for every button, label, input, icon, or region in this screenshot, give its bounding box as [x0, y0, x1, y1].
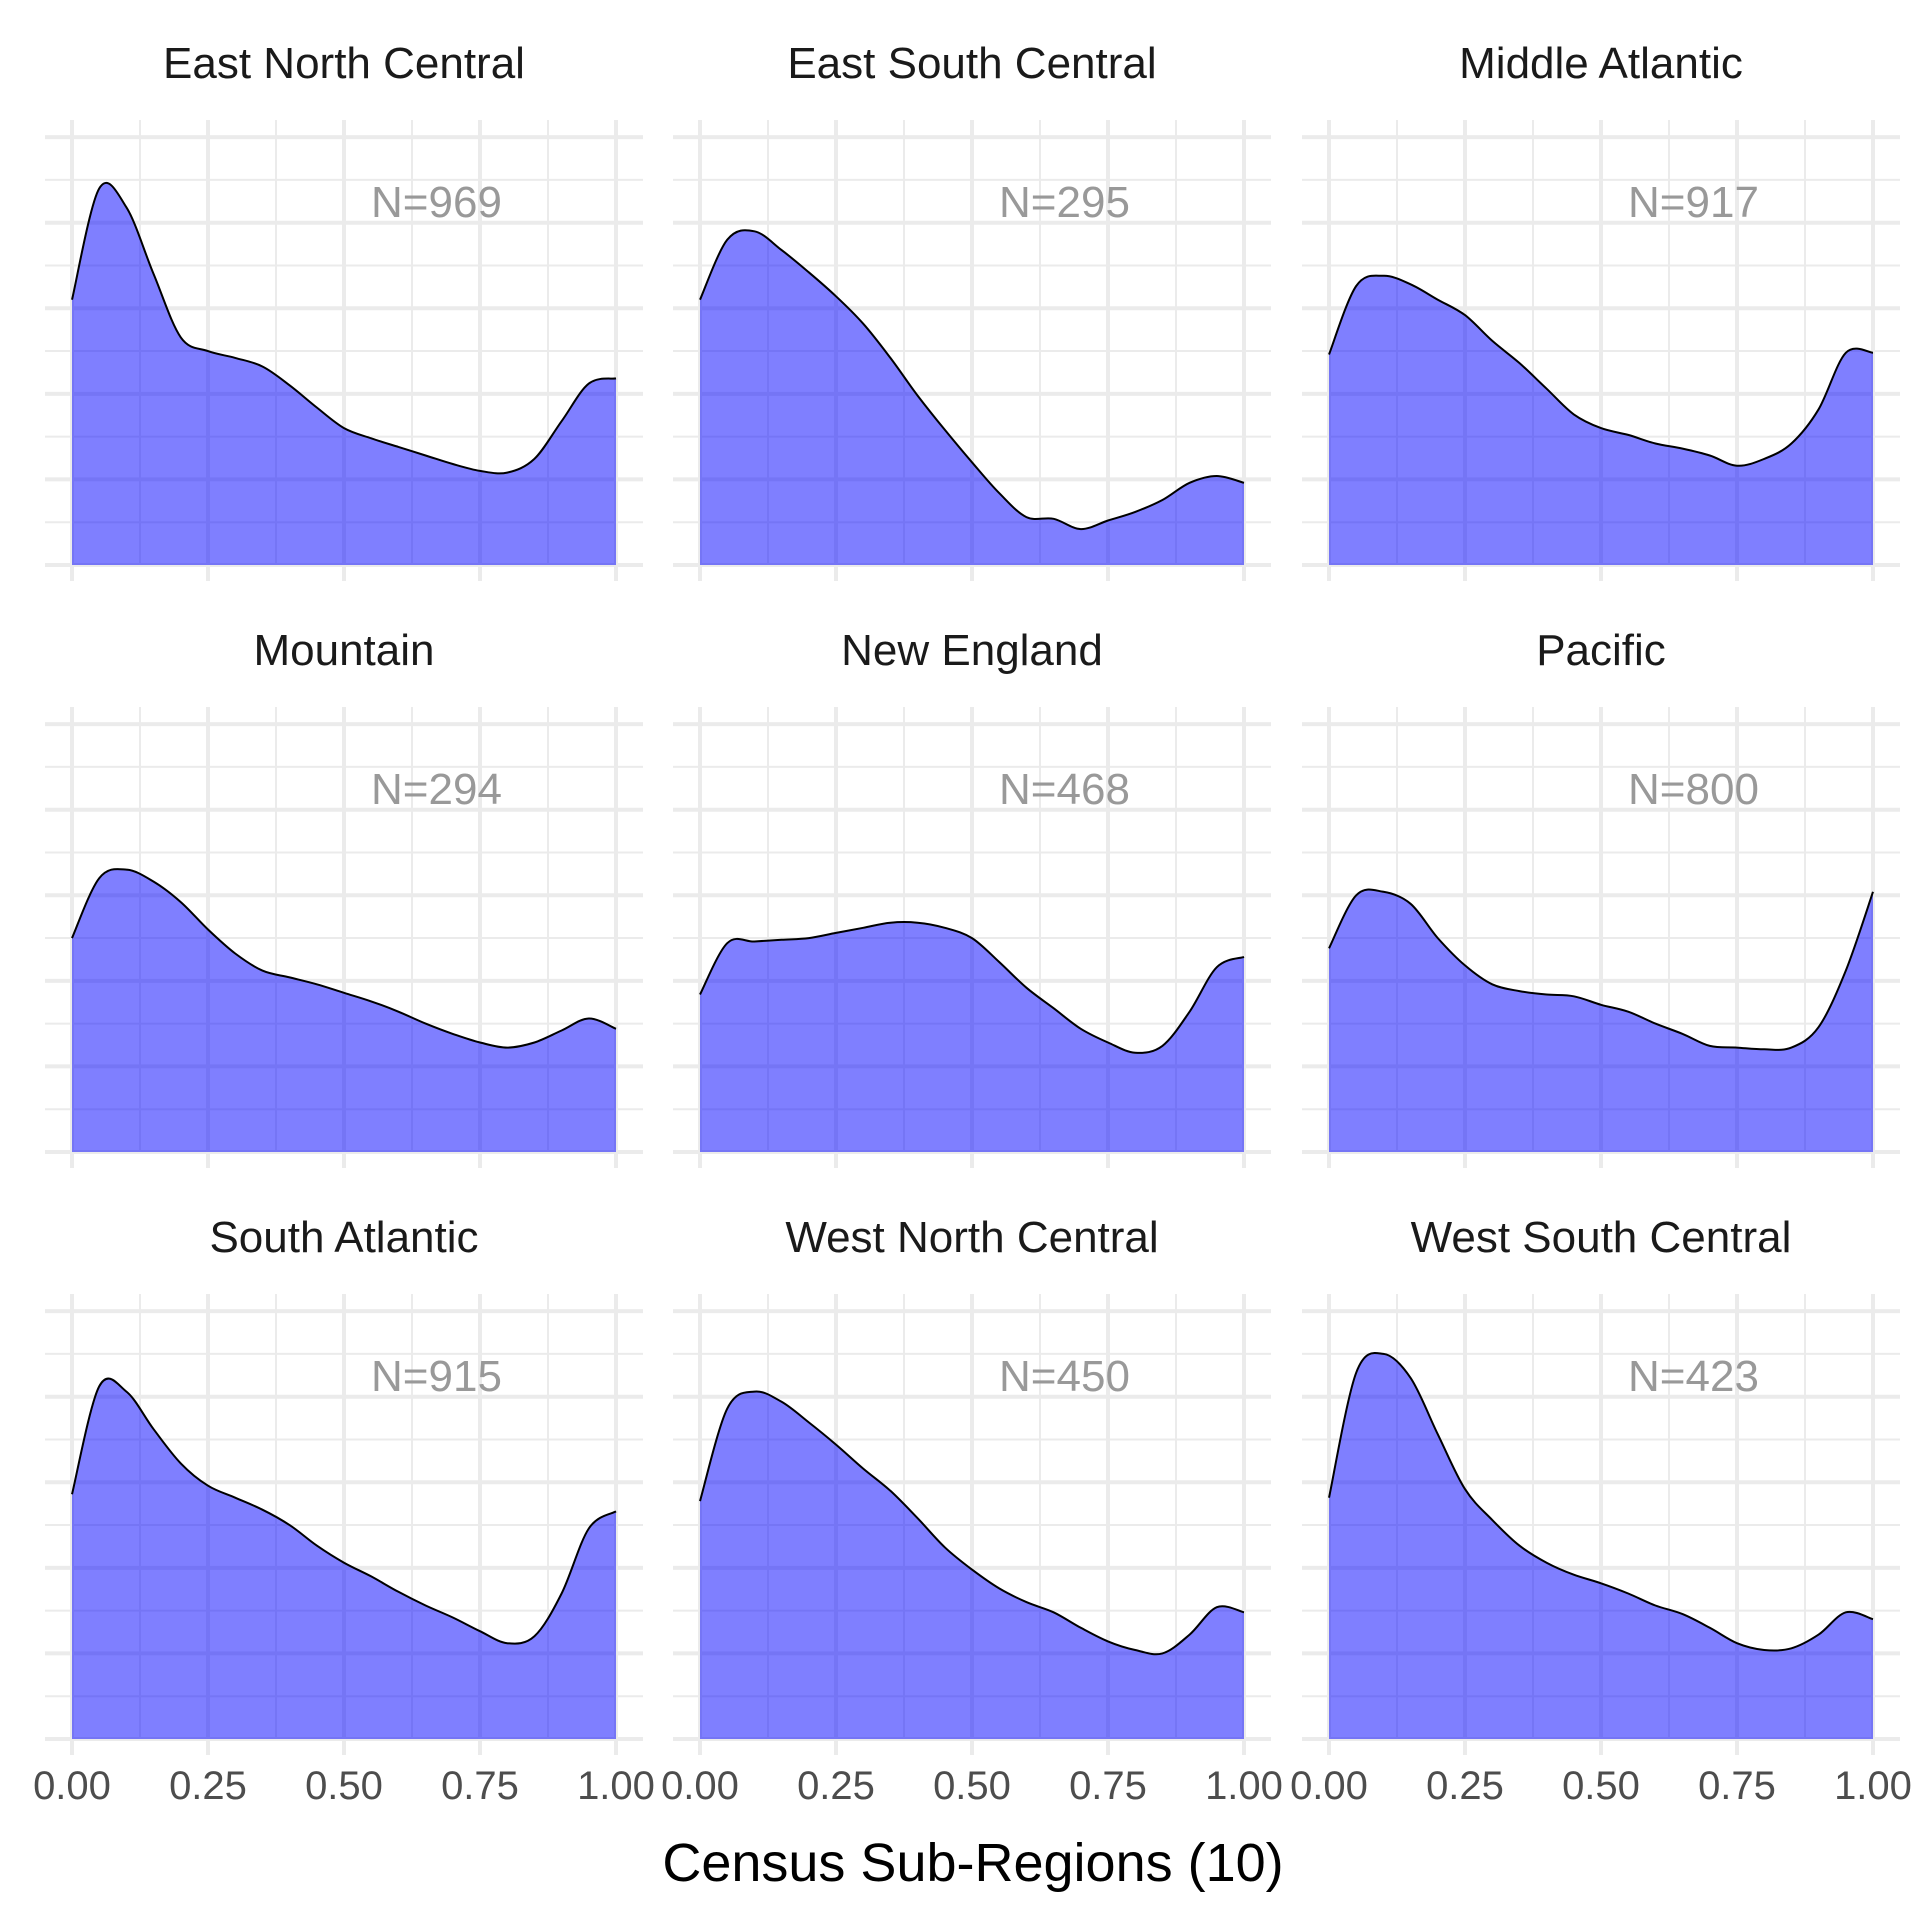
facet-panel: New England N=468	[673, 626, 1271, 1168]
sample-size-label: N=294	[371, 765, 502, 814]
density-line	[71, 1377, 617, 1645]
density-area	[700, 230, 1244, 565]
density-area	[1329, 1353, 1873, 1739]
facet-panel: Middle Atlantic N=917	[1302, 39, 1900, 581]
x-tick-label: 0.00	[661, 1764, 739, 1808]
x-tick-label: 0.25	[169, 1764, 247, 1808]
facet-title: New England	[841, 626, 1103, 675]
facet-panel: East South Central N=295	[673, 39, 1271, 581]
density-area	[1329, 275, 1873, 565]
x-tick-label: 0.75	[1069, 1764, 1147, 1808]
density-line	[1328, 1352, 1874, 1652]
x-tick-label: 0.50	[305, 1764, 383, 1808]
x-axis-title: Census Sub-Regions (10)	[662, 1833, 1283, 1893]
facet-title: Pacific	[1536, 626, 1666, 675]
sample-size-label: N=423	[1628, 1352, 1759, 1401]
facet-title: East North Central	[163, 39, 525, 88]
facet-title: South Atlantic	[209, 1213, 478, 1262]
density-line	[699, 229, 1245, 531]
facet-panel: East North Central N=969	[45, 39, 643, 581]
x-tick-label: 0.50	[933, 1764, 1011, 1808]
facet-title: Middle Atlantic	[1459, 39, 1743, 88]
facet-title: East South Central	[787, 39, 1156, 88]
density-area	[700, 1391, 1244, 1739]
density-line	[71, 181, 617, 475]
density-area	[700, 922, 1244, 1152]
x-tick-label: 1.00	[577, 1764, 655, 1808]
density-line	[1328, 888, 1874, 1051]
facet-panel: Mountain N=294	[45, 626, 643, 1168]
x-tick-label: 0.75	[441, 1764, 519, 1808]
sample-size-label: N=800	[1628, 765, 1759, 814]
x-tick-label: 0.25	[797, 1764, 875, 1808]
density-line	[71, 868, 617, 1049]
x-tick-label: 0.50	[1562, 1764, 1640, 1808]
density-area	[72, 182, 616, 565]
x-axis-tick-labels: 0.00 0.25 0.50 0.75 1.00 0.00 0.25 0.50 0.75 1.00…	[33, 1764, 1912, 1808]
sample-size-label: N=969	[371, 178, 502, 227]
facet-panel: South Atlantic N=915	[45, 1213, 643, 1755]
facet-panels: East North Central N=969 East South Centra…	[45, 39, 1900, 1755]
x-tick-label: 0.00	[1290, 1764, 1368, 1808]
facet-panel: West South Central N=423	[1302, 1213, 1900, 1755]
x-tick-label: 1.00	[1834, 1764, 1912, 1808]
density-area	[1329, 889, 1873, 1152]
density-line	[699, 1390, 1245, 1656]
sample-size-label: N=295	[999, 178, 1130, 227]
x-tick-label: 0.75	[1698, 1764, 1776, 1808]
sample-size-label: N=917	[1628, 178, 1759, 227]
density-line	[1328, 274, 1874, 467]
sample-size-label: N=450	[999, 1352, 1130, 1401]
sample-size-label: N=915	[371, 1352, 502, 1401]
facet-panel: West North Central N=450	[673, 1213, 1271, 1755]
x-tick-label: 0.25	[1426, 1764, 1504, 1808]
facet-panel: Pacific N=800	[1302, 626, 1900, 1168]
sample-size-label: N=468	[999, 765, 1130, 814]
facet-title: West North Central	[785, 1213, 1158, 1262]
density-area	[72, 1378, 616, 1739]
x-tick-label: 0.00	[33, 1764, 111, 1808]
density-area	[72, 869, 616, 1152]
density-line	[699, 921, 1245, 1054]
x-tick-label: 1.00	[1205, 1764, 1283, 1808]
facet-title: West South Central	[1411, 1213, 1792, 1262]
facet-title: Mountain	[253, 626, 434, 675]
